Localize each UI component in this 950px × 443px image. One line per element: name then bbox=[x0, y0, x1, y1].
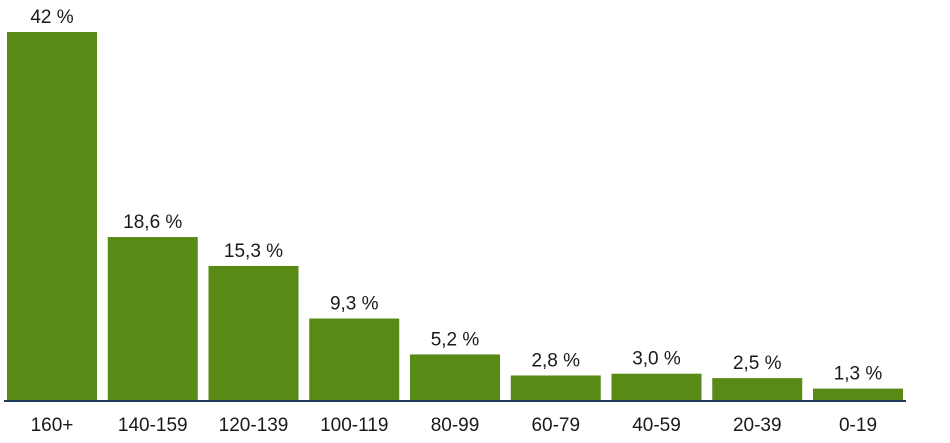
value-label: 2,5 % bbox=[733, 353, 782, 374]
category-label: 120-139 bbox=[219, 415, 289, 436]
value-label: 5,2 % bbox=[431, 329, 480, 350]
bar-60-79 bbox=[510, 375, 601, 400]
value-label: 2,8 % bbox=[531, 350, 580, 371]
category-label: 80-99 bbox=[431, 415, 480, 436]
category-label: 40-59 bbox=[632, 415, 681, 436]
bar-80-99 bbox=[410, 354, 500, 400]
bar-140-159 bbox=[107, 237, 198, 400]
bar-120-139 bbox=[208, 265, 299, 400]
category-label: 140-159 bbox=[118, 415, 188, 436]
value-label: 1,3 % bbox=[834, 364, 883, 385]
bar-40-59 bbox=[611, 373, 702, 400]
value-label: 9,3 % bbox=[330, 294, 379, 315]
bar-160+ bbox=[7, 32, 97, 400]
category-label: 60-79 bbox=[531, 415, 580, 436]
category-label: 20-39 bbox=[733, 415, 782, 436]
value-label: 3,0 % bbox=[632, 349, 681, 370]
value-labels-group: 42 % 18,6 % 15,3 % 9,3 % 5,2 % 2,8 % 3,0 % 2,5 … bbox=[30, 7, 882, 385]
bars-group bbox=[7, 32, 903, 400]
value-label: 18,6 % bbox=[123, 212, 182, 233]
value-label: 15,3 % bbox=[224, 241, 283, 262]
category-label: 100-119 bbox=[320, 415, 388, 436]
category-label: 0-19 bbox=[839, 415, 877, 436]
bar-20-39 bbox=[712, 378, 803, 400]
bar-0-19 bbox=[813, 388, 903, 400]
category-labels-group: 160+ 140-159 120-139 100-119 80-99 60-79 40-59… bbox=[31, 415, 877, 436]
value-label: 42 % bbox=[30, 7, 73, 28]
bar-100-119 bbox=[309, 318, 400, 400]
category-label: 160+ bbox=[31, 415, 74, 436]
